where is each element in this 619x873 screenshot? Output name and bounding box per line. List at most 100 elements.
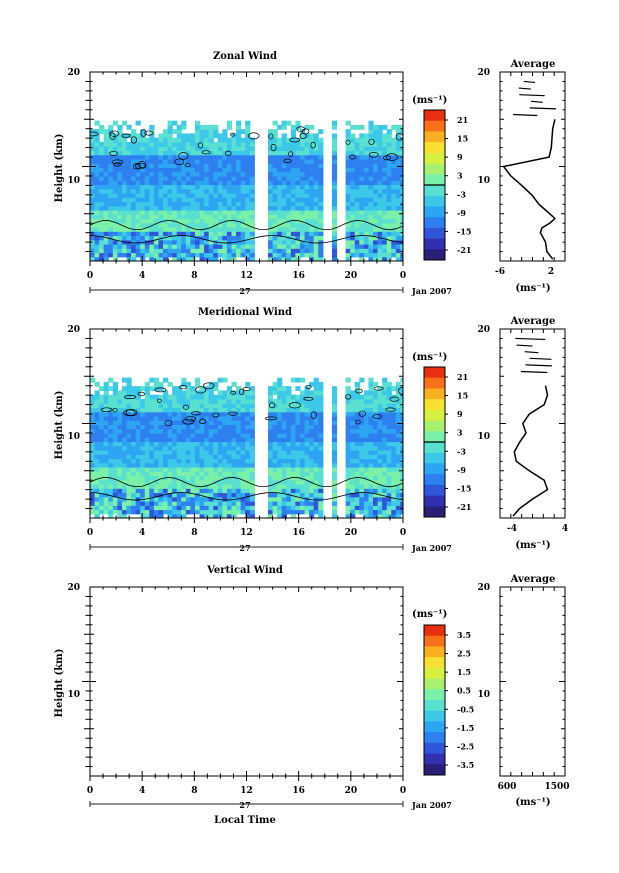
zonal-field-cell xyxy=(103,192,109,198)
meridional-field-cell xyxy=(190,428,196,434)
meridional-field-cell xyxy=(158,420,164,426)
meridional-field-cell xyxy=(90,432,96,438)
meridional-field-cell xyxy=(236,415,242,421)
zonal-field-cell xyxy=(231,214,237,220)
meridional-field-cell xyxy=(350,428,356,434)
meridional-field-cell xyxy=(172,403,178,409)
meridional-field-cell xyxy=(318,428,324,434)
zonal-field-cell xyxy=(208,180,214,186)
zonal-field-cell xyxy=(144,141,150,147)
meridional-field-cell xyxy=(103,454,109,460)
zonal-field-cell xyxy=(354,167,360,173)
meridional-field-cell xyxy=(290,509,297,515)
meridional-field-cell xyxy=(377,394,383,400)
zonal-field-cell xyxy=(172,141,178,147)
meridional-field-cell xyxy=(295,398,301,404)
zonal-field-cell xyxy=(185,209,192,215)
meridional-field-cell xyxy=(350,496,356,502)
meridional-field-cell xyxy=(112,381,118,387)
zonal-field-cell xyxy=(359,248,365,254)
meridional-field-cell xyxy=(245,407,251,413)
meridional-field-cell xyxy=(277,466,283,472)
zonal-field-cell xyxy=(304,201,310,207)
vertical-colorbar-band xyxy=(424,764,445,776)
meridional-field-cell xyxy=(299,466,306,472)
zonal-field-cell xyxy=(309,175,315,181)
meridional-field-cell xyxy=(185,454,192,460)
zonal-field-cell xyxy=(204,197,210,203)
meridional-field-cell xyxy=(217,411,223,417)
zonal-field-cell xyxy=(99,180,105,186)
meridional-field-cell xyxy=(213,445,219,451)
meridional-field-cell xyxy=(350,466,356,472)
zonal-field-cell xyxy=(112,120,118,126)
zonal-field-cell xyxy=(313,133,319,139)
zonal-field-cell xyxy=(226,239,233,245)
zonal-field-cell xyxy=(304,188,310,194)
zonal-field-cell xyxy=(217,163,223,169)
meridional-field-cell xyxy=(226,390,233,396)
meridional-field-cell xyxy=(163,471,169,477)
meridional-field-cell xyxy=(121,377,128,383)
zonal-field-cell xyxy=(345,129,351,135)
meridional-contour xyxy=(358,410,367,417)
zonal-field-cell xyxy=(190,222,196,228)
meridional-field-cell xyxy=(245,415,251,421)
zonal-field-cell xyxy=(331,154,338,160)
meridional-field-cell xyxy=(368,411,374,417)
zonal-field-cell xyxy=(94,188,100,194)
zonal-field-cell xyxy=(373,192,379,198)
meridional-field-cell xyxy=(135,500,141,506)
zonal-colorbar-band xyxy=(424,174,445,186)
meridional-field-cell xyxy=(400,479,403,485)
meridional-field-cell xyxy=(345,449,351,455)
meridional-field-cell xyxy=(167,411,173,417)
zonal-field-cell xyxy=(373,141,379,147)
meridional-field-cell xyxy=(167,437,173,443)
zonal-field-cell xyxy=(126,171,132,177)
meridional-field-cell xyxy=(103,449,109,455)
meridional-field-cell xyxy=(208,513,214,518)
zonal-field-cell xyxy=(313,256,319,261)
zonal-field-cell xyxy=(363,184,370,190)
meridional-field-cell xyxy=(199,492,205,498)
meridional-field-cell xyxy=(163,377,169,383)
meridional-field-cell xyxy=(245,513,251,518)
meridional-field-cell xyxy=(286,454,292,460)
zonal-field-cell xyxy=(176,248,182,254)
zonal-field-cell xyxy=(363,146,370,152)
meridional-field-cell xyxy=(167,458,173,464)
meridional-field-cell xyxy=(377,420,383,426)
zonal-field-cell xyxy=(90,248,96,254)
meridional-field-cell xyxy=(359,407,365,413)
meridional-avg-upper-segment xyxy=(516,344,533,347)
meridional-field-cell xyxy=(268,437,274,443)
zonal-field-cell xyxy=(304,137,310,143)
meridional-field-cell xyxy=(99,454,105,460)
zonal-field-cell xyxy=(272,205,278,211)
zonal-field-cell xyxy=(176,167,182,173)
zonal-field-cell xyxy=(331,197,338,203)
zonal-field-cell xyxy=(245,158,251,164)
zonal-field-cell xyxy=(249,235,255,241)
meridional-field-cell xyxy=(208,466,214,472)
meridional-field-cell xyxy=(108,513,114,518)
meridional-field-cell xyxy=(368,458,374,464)
zonal-field-cell xyxy=(313,205,319,211)
zonal-field-cell xyxy=(290,239,297,245)
zonal-field-cell xyxy=(172,248,178,254)
meridional-field-cell xyxy=(167,381,173,387)
meridional-contour xyxy=(179,385,187,390)
meridional-field-cell xyxy=(94,488,100,494)
zonal-field-cell xyxy=(144,192,150,198)
meridional-field-cell xyxy=(213,394,219,400)
zonal-field-cell xyxy=(268,146,274,152)
meridional-unit-label: (ms⁻¹) xyxy=(412,352,447,363)
zonal-field-cell xyxy=(268,129,274,135)
meridional-field-cell xyxy=(290,483,297,489)
zonal-field-cell xyxy=(149,167,155,173)
meridional-field-cell xyxy=(318,437,324,443)
meridional-field-cell xyxy=(176,500,182,506)
meridional-field-cell xyxy=(345,441,351,447)
meridional-field-cell xyxy=(194,377,201,383)
